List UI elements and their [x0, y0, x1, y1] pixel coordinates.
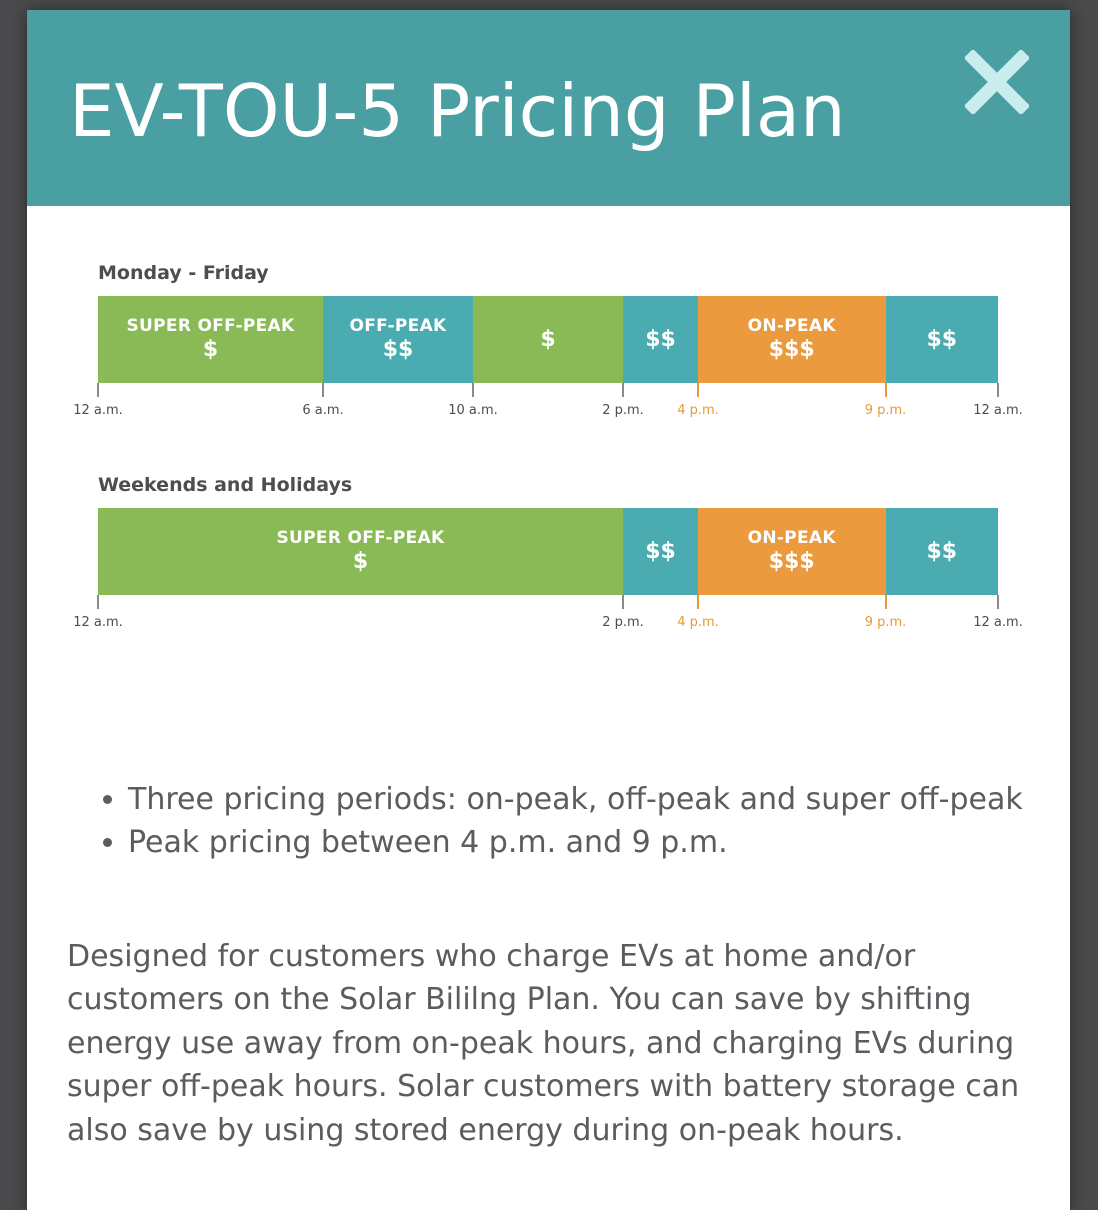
weekday-axis-tick [97, 383, 99, 397]
segment-price: $ [352, 548, 369, 574]
weekend-segment-on-peak-2: ON-PEAK $$$ [698, 508, 886, 595]
weekday-section-label: Monday - Friday [98, 262, 269, 284]
feature-list: Three pricing periods: on-peak, off-peak… [82, 778, 1070, 864]
segment-price: $$ [645, 538, 676, 564]
weekday-segment-super-off-peak-0: SUPER OFF-PEAK $ [98, 296, 323, 383]
segment-price: $ [540, 326, 556, 352]
weekday-axis-tick-label: 12 a.m. [73, 403, 123, 418]
weekday-segment-off-peak-1: OFF-PEAK $$ [323, 296, 473, 383]
weekday-axis-tick-label: 6 a.m. [302, 403, 344, 418]
plan-description: Designed for customers who charge EVs at… [67, 939, 1020, 1148]
weekday-segment-on-peak-4: ON-PEAK $$$ [698, 296, 886, 383]
weekday-axis-tick [322, 383, 324, 397]
weekend-segment-super-off-peak-0: SUPER OFF-PEAK $ [98, 508, 623, 595]
weekday-axis-tick-label: 9 p.m. [864, 403, 907, 418]
modal-header: EV-TOU-5 Pricing Plan [27, 10, 1070, 206]
weekend-axis-tick [697, 595, 699, 609]
close-button[interactable] [965, 50, 1029, 114]
weekend-axis-tick-label: 9 p.m. [864, 615, 907, 630]
segment-name: SUPER OFF-PEAK [276, 527, 445, 548]
weekday-axis-tick [622, 383, 624, 397]
weekend-segment-period-1: $$ [623, 508, 698, 595]
segment-name: ON-PEAK [747, 527, 836, 548]
segment-price: $$ [645, 326, 676, 352]
weekend-axis-tick [97, 595, 99, 609]
weekend-axis-tick [884, 595, 887, 609]
segment-price: $ [202, 336, 219, 362]
weekend-axis-tick [622, 595, 624, 609]
segment-name: SUPER OFF-PEAK [126, 315, 295, 336]
segment-price: $$ [926, 326, 958, 352]
weekday-axis-tick-label: 4 p.m. [677, 403, 719, 418]
weekend-axis-tick-label: 12 a.m. [73, 615, 123, 630]
pricing-plan-modal: EV-TOU-5 Pricing Plan Monday - Friday SU… [27, 10, 1070, 1210]
weekday-axis-tick-label: 2 p.m. [602, 403, 644, 418]
weekend-axis-tick [997, 595, 999, 609]
feature-item-peak-hours: Peak pricing between 4 p.m. and 9 p.m. [128, 821, 1070, 864]
weekday-axis-tick [997, 383, 999, 397]
segment-price: $$ [382, 336, 414, 362]
segment-price: $$$ [768, 548, 815, 574]
weekday-axis-tick-label: 10 a.m. [448, 403, 498, 418]
weekend-axis-tick-label: 4 p.m. [677, 615, 719, 630]
weekend-axis-tick-label: 12 a.m. [973, 615, 1023, 630]
modal-title: EV-TOU-5 Pricing Plan [69, 69, 846, 153]
segment-price: $$$ [768, 336, 815, 362]
weekday-segment-period-3: $$ [623, 296, 698, 383]
feature-item-pricing-periods: Three pricing periods: on-peak, off-peak… [128, 778, 1070, 821]
segment-name: OFF-PEAK [349, 315, 447, 336]
close-icon [965, 50, 1029, 114]
weekday-segment-period-2: $ [473, 296, 623, 383]
weekday-segment-period-5: $$ [885, 296, 998, 383]
segment-name: ON-PEAK [747, 315, 836, 336]
weekday-schedule-bar: SUPER OFF-PEAK $ OFF-PEAK $$ $ $$ ON-PEAK $$$ $$ [98, 296, 998, 383]
weekday-axis-tick [472, 383, 474, 397]
weekday-axis-tick [884, 383, 887, 397]
weekday-axis-tick [697, 383, 699, 397]
segment-price: $$ [926, 538, 958, 564]
weekday-axis-tick-label: 12 a.m. [973, 403, 1023, 418]
weekend-segment-period-3: $$ [885, 508, 998, 595]
weekend-schedule-bar: SUPER OFF-PEAK $ $$ ON-PEAK $$$ $$ [98, 508, 998, 595]
weekend-axis-tick-label: 2 p.m. [602, 615, 644, 630]
weekend-section-label: Weekends and Holidays [98, 474, 353, 496]
